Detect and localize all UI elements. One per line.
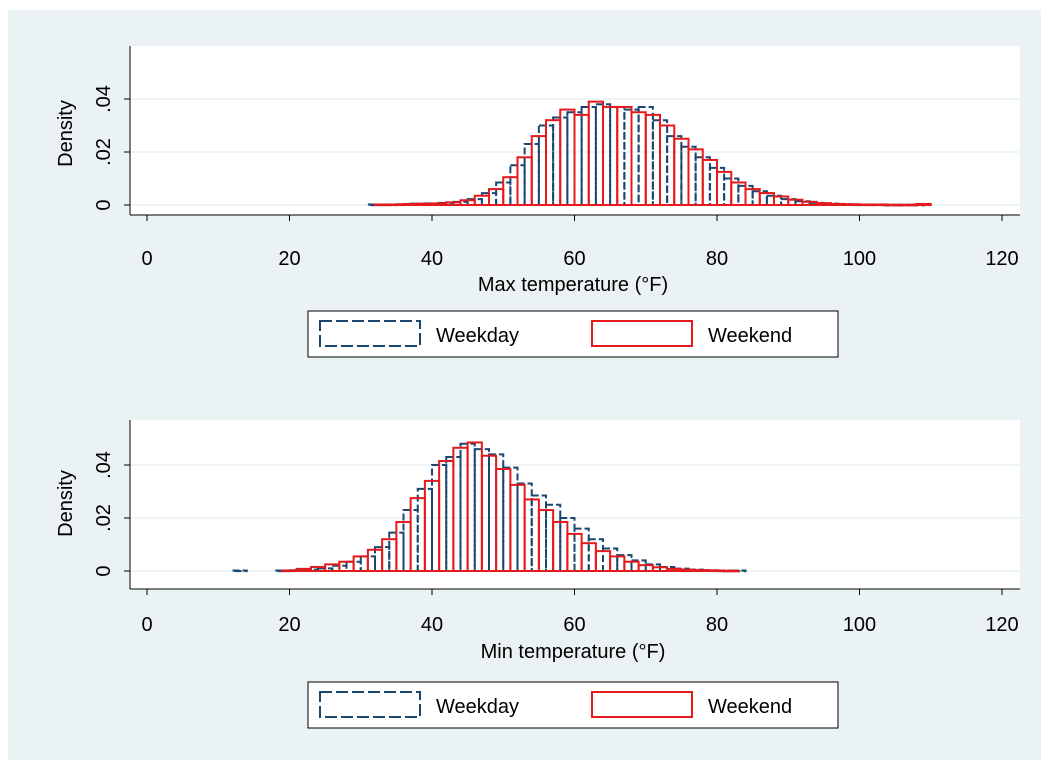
legend: Weekday Weekend [307, 310, 839, 358]
bar-weekend-36 [887, 203, 904, 207]
bar-weekday-15 [580, 105, 597, 206]
y-axis-label: Density [55, 100, 77, 167]
x-tick-label-1: 20 [278, 614, 300, 636]
bar-weekday-9 [388, 531, 405, 573]
bar-weekend-29 [694, 569, 711, 573]
x-tick-label-3: 60 [563, 614, 585, 636]
x-tick-label-0: 0 [141, 614, 152, 636]
chart-panel-1: 0 .02 .04 Density 0 20 40 60 80 100 120 Max tempera… [55, 46, 1020, 358]
x-axis-label: Max temperature (°F) [478, 274, 668, 296]
x-tick-label-4: 80 [706, 248, 728, 270]
bar-weekday-23 [694, 156, 711, 207]
bar-weekend-38 [915, 202, 932, 207]
bar-weekday-25 [616, 554, 633, 572]
plot-region [130, 420, 1020, 589]
y-tick-label-1: .02 [93, 138, 115, 166]
bar-weekend-34 [858, 203, 875, 207]
y-tick-label-2: .04 [93, 451, 115, 479]
x-tick-label-6: 120 [985, 614, 1018, 636]
legend-label-weekday: Weekday [436, 325, 519, 347]
bar-weekend-30 [708, 569, 726, 573]
bar-weekend-0 [281, 569, 298, 573]
x-axis-label: Min temperature (°F) [481, 641, 666, 663]
bar-weekend-2 [402, 202, 419, 207]
x-tick-label-2: 40 [421, 248, 443, 270]
legend-key-weekend [591, 691, 693, 718]
bar-weekend-4 [431, 202, 448, 207]
bar-weekend-1 [388, 203, 405, 207]
bar-weekend-28 [680, 568, 697, 572]
y-axis-label: Density [55, 470, 77, 537]
x-tick-label-1: 20 [278, 248, 300, 270]
bar-weekday-0 [231, 569, 248, 573]
x-tick-label-4: 80 [706, 614, 728, 636]
bar-weekend-0 [374, 203, 391, 207]
legend-key-weekend [591, 320, 693, 347]
y-tick-label-0: 0 [93, 199, 115, 210]
bar-weekend-35 [872, 203, 889, 207]
bar-weekend-33 [844, 203, 861, 207]
x-tick-label-6: 120 [985, 248, 1018, 270]
x-tick-label-3: 60 [563, 248, 585, 270]
y-tick-label-2: .04 [93, 85, 115, 113]
x-tick-label-5: 100 [843, 248, 876, 270]
y-tick-label-1: .02 [93, 504, 115, 532]
bar-weekend-32 [830, 202, 847, 207]
chart-panel-2: 0 .02 .04 Density 0 20 40 60 80 100 120 Min tempera… [55, 420, 1020, 729]
x-tick-label-0: 0 [141, 248, 152, 270]
bar-weekend-3 [416, 202, 433, 207]
bar-weekend-31 [723, 569, 740, 573]
legend-label-weekend: Weekend [708, 325, 792, 347]
legend-key-weekday [319, 691, 421, 718]
x-tick-label-2: 40 [421, 614, 443, 636]
legend: Weekday Weekend [307, 681, 839, 729]
bar-weekend-31 [815, 202, 832, 207]
y-tick-label-0: 0 [93, 565, 115, 576]
legend-label-weekend: Weekend [708, 696, 792, 718]
bar-weekend-37 [901, 203, 918, 207]
x-tick-label-5: 100 [843, 614, 876, 636]
legend-key-weekday [319, 320, 421, 347]
legend-label-weekday: Weekday [436, 696, 519, 718]
